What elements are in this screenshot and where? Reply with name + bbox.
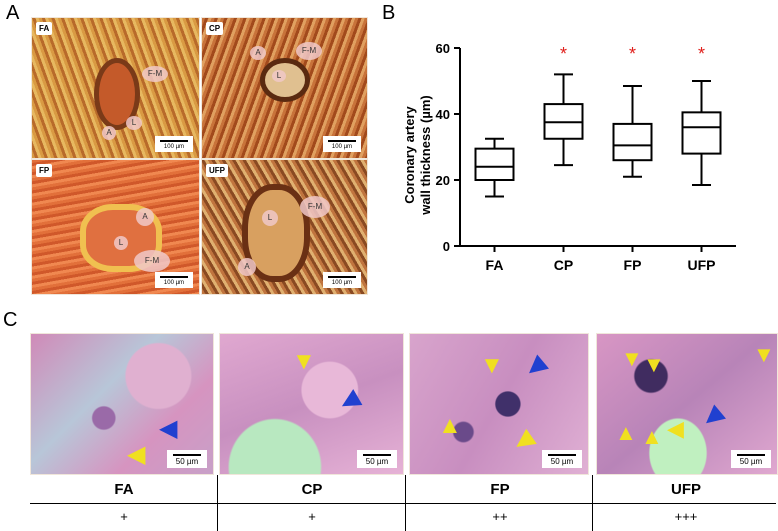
he-micrograph-cp: ▼ ◀ 50 µm: [219, 333, 404, 475]
table-divider-vertical: [405, 475, 406, 531]
tag-l: L: [272, 70, 286, 82]
tag-l: L: [126, 116, 142, 130]
tag-a: A: [250, 46, 266, 60]
tag-l: L: [262, 210, 278, 226]
significance-marker: *: [698, 44, 705, 64]
y-axis-label-line2: wall thickness (µm): [418, 95, 433, 215]
vessel-lumen: [94, 58, 140, 130]
group-label-fp: FP: [490, 481, 510, 498]
score-ufp: +++: [674, 509, 698, 524]
tag-fm: F-M: [300, 196, 330, 218]
vessel-lumen: [260, 58, 310, 102]
score-cp: +: [308, 509, 316, 524]
scale-bar: 100 µm: [323, 136, 361, 152]
scale-bar: 100 µm: [155, 136, 193, 152]
table-divider-horizontal: [30, 503, 776, 504]
arrow-blue-icon: ◀: [159, 415, 178, 442]
scale-bar: 50 µm: [357, 450, 397, 468]
score-fp: ++: [492, 509, 508, 524]
box-plot-chart: Coronary artery wall thickness (µm) 0 20 4…: [402, 41, 736, 273]
arrow-yellow-icon: ▼: [753, 342, 775, 367]
x-tick-label: UFP: [688, 257, 716, 273]
image-label: FP: [36, 164, 53, 177]
scale-bar: 100 µm: [155, 272, 193, 288]
box: [474, 147, 515, 181]
group-label-fa: FA: [114, 481, 134, 498]
panel-letter-a: A: [6, 2, 20, 24]
panel-letter-c: C: [3, 309, 18, 331]
y-tick-label: 0: [443, 239, 450, 254]
arrow-yellow-icon: ▼: [292, 348, 316, 375]
arrow-blue-icon: ◀: [334, 384, 364, 417]
image-label: UFP: [206, 164, 228, 177]
table-divider-vertical: [217, 475, 218, 531]
he-micrograph-ufp: ▼ ▼ ▼ ▲ ▲ ◀ ◀ 50 µm: [596, 333, 778, 475]
scale-bar: 100 µm: [323, 272, 361, 288]
significance-marker: *: [560, 44, 567, 64]
tag-a: A: [238, 258, 256, 276]
box: [612, 122, 653, 162]
micrograph-fa: FA F-M L A 100 µm: [31, 17, 200, 159]
group-label-ufp: UFP: [671, 481, 701, 498]
y-axis-label-line1: Coronary artery: [402, 105, 417, 203]
arrow-yellow-icon: ◀: [127, 441, 146, 468]
tag-l: L: [114, 236, 128, 250]
he-micrograph-fp: ▼ ◀ ▲ ◀ 50 µm: [409, 333, 589, 475]
y-tick-label: 20: [436, 173, 450, 188]
tag-a: A: [136, 208, 154, 226]
arrow-yellow-icon: ▼: [643, 352, 665, 377]
arrow-yellow-icon: ◀: [507, 424, 539, 457]
arrow-yellow-icon: ▲: [615, 420, 637, 445]
x-tick-label: CP: [554, 257, 573, 273]
arrow-yellow-icon: ▲: [641, 424, 663, 449]
scale-bar: 50 µm: [731, 450, 771, 468]
arrow-blue-icon: ◀: [696, 400, 728, 433]
tag-fm: F-M: [296, 42, 322, 60]
micrograph-cp: CP A F-M L 100 µm: [201, 17, 368, 159]
arrow-yellow-icon: ▼: [621, 346, 643, 371]
table-divider-vertical: [592, 475, 593, 531]
x-tick-label: FA: [486, 257, 504, 273]
micrograph-ufp: UFP F-M L A 100 µm: [201, 159, 368, 295]
y-axis-label: Coronary artery wall thickness (µm): [402, 95, 433, 215]
vessel-lumen: [242, 184, 310, 282]
he-micrograph-fa: ◀ ◀ 50 µm: [30, 333, 214, 475]
score-table: FA CP FP UFP + + ++ +++: [30, 475, 776, 531]
score-fa: +: [120, 509, 128, 524]
image-label: FA: [36, 22, 53, 35]
tag-fm: F-M: [142, 66, 168, 82]
scale-bar: 50 µm: [542, 450, 582, 468]
image-label: CP: [206, 22, 224, 35]
arrow-yellow-icon: ◀: [667, 416, 684, 441]
panel-letter-b: B: [382, 2, 396, 24]
arrow-yellow-icon: ▼: [480, 352, 504, 379]
box: [681, 111, 722, 155]
micrograph-fp: FP A L F-M 100 µm: [31, 159, 200, 295]
y-tick-label: 40: [436, 107, 450, 122]
y-tick-label: 60: [436, 41, 450, 56]
significance-marker: *: [629, 44, 636, 64]
group-label-cp: CP: [301, 481, 323, 498]
tag-fm: F-M: [134, 250, 170, 272]
arrow-yellow-icon: ▲: [438, 412, 462, 439]
arrow-blue-icon: ◀: [519, 350, 551, 383]
x-tick-label: FP: [624, 257, 642, 273]
tag-a: A: [102, 126, 116, 140]
scale-bar: 50 µm: [167, 450, 207, 468]
